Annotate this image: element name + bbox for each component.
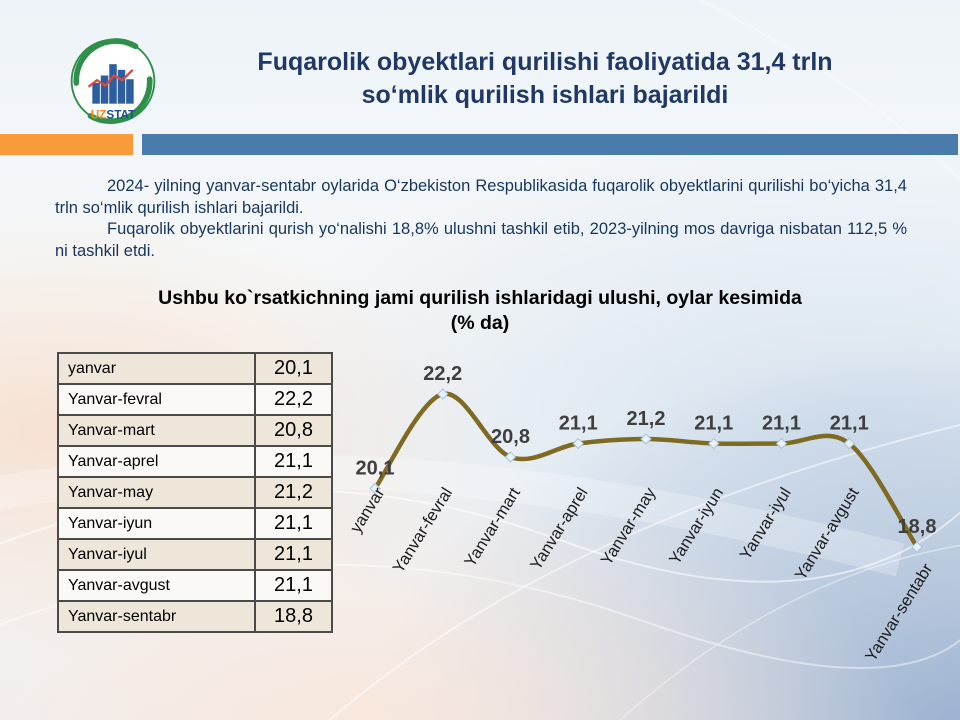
data-label: 20,8 [491, 426, 530, 448]
logo-trend-line [87, 69, 134, 88]
intro-paragraph-1: 2024- yilning yanvar-sentabr oylarida O‘… [55, 177, 907, 217]
axis-label: Yanvar-sentabr [862, 560, 937, 665]
axis-label: Yanvar-may [598, 484, 660, 569]
axis-label: Yanvar-iyul [737, 485, 795, 563]
logo-wordmark: UZSTAT [91, 109, 136, 122]
axis-label: Yanvar-aprel [527, 485, 592, 574]
logo-swoosh-bottom [87, 76, 153, 125]
chart-heading-line-1: Ushbu ko`rsatkichning jami qurilish ishl… [158, 287, 802, 309]
data-point-marker [572, 437, 584, 450]
month-label-cell: Yanvar-fevral [57, 383, 256, 416]
intro-text: 2024- yilning yanvar-sentabr oylarida O‘… [55, 176, 907, 262]
month-label-cell: Yanvar-aprel [57, 445, 256, 478]
axis-label: Yanvar-iyun [666, 485, 727, 568]
data-point-marker [911, 541, 923, 553]
data-point-marker [369, 482, 381, 495]
axis-label: Yanvar-fevral [390, 485, 457, 577]
data-label: 21,2 [627, 408, 666, 430]
title-line-1: Fuqarolik obyektlari qurilishi faoliyati… [257, 48, 833, 76]
table-row: Yanvar-iyun 21,1 [57, 507, 333, 540]
months-table: yanvar 20,1 Yanvar-fevral 22,2 Yanvar-mart 20… [57, 352, 333, 633]
title-line-2: so‘mlik qurilish ishlari bajarildi [361, 81, 729, 109]
month-label-cell: Yanvar-mart [57, 414, 256, 447]
month-value-cell: 21,1 [254, 538, 333, 571]
data-point-marker [843, 437, 855, 450]
data-label: 21,1 [762, 413, 801, 435]
chart-heading-line-2: (% da) [450, 312, 510, 334]
table-row: Yanvar-avgust 21,1 [57, 569, 333, 602]
month-value-cell: 20,8 [254, 414, 333, 447]
data-label: 22,2 [423, 363, 462, 385]
month-label-cell: Yanvar-sentabr [57, 600, 256, 633]
data-label: 18,8 [898, 516, 937, 538]
chart-heading: Ushbu ko`rsatkichning jami qurilish ishl… [0, 286, 960, 336]
table-row: Yanvar-mart 20,8 [57, 414, 333, 447]
accent-bar-orange [0, 134, 133, 155]
data-point-marker [640, 433, 652, 445]
axis-label: yanvar [347, 484, 389, 536]
table-row: Yanvar-iyul 21,1 [57, 538, 333, 571]
table-row: Yanvar-may 21,2 [57, 476, 333, 509]
data-label: 20,1 [356, 458, 395, 480]
data-point-marker [437, 388, 449, 400]
logo-swoosh-top [73, 38, 139, 86]
month-value-cell: 21,2 [254, 476, 333, 509]
month-label-cell: Yanvar-iyul [57, 538, 256, 571]
data-point-marker [504, 451, 517, 463]
uzstat-logo: UZSTAT [70, 38, 156, 125]
months-table-body: yanvar 20,1 Yanvar-fevral 22,2 Yanvar-mart 20… [57, 352, 333, 633]
data-label: 21,1 [559, 413, 598, 435]
table-row: yanvar 20,1 [57, 352, 333, 385]
logo-bars [92, 64, 134, 104]
month-label-cell: Yanvar-iyun [57, 507, 256, 540]
data-label: 21,1 [694, 413, 733, 435]
month-value-cell: 18,8 [254, 600, 333, 633]
month-label-cell: yanvar [57, 352, 256, 385]
data-point-marker [775, 437, 788, 450]
month-label-cell: Yanvar-may [57, 476, 256, 509]
data-point-marker [708, 437, 720, 450]
month-value-cell: 21,1 [254, 507, 333, 540]
month-value-cell: 22,2 [254, 383, 333, 416]
table-row: Yanvar-fevral 22,2 [57, 383, 333, 416]
month-label-cell: Yanvar-avgust [57, 569, 256, 602]
axis-label: Yanvar-avgust [792, 484, 863, 583]
month-value-cell: 21,1 [254, 569, 333, 602]
month-value-cell: 20,1 [254, 352, 333, 385]
data-label: 21,1 [830, 413, 869, 435]
month-value-cell: 21,1 [254, 445, 333, 478]
line-chart: 20,1 yanvar 22,2 Yanvar-fevral 20,8 Yanvar-ma… [347, 363, 937, 665]
accent-bar-blue [142, 134, 958, 155]
intro-paragraph-2: Fuqarolik obyektlarini qurish yo‘nalishi… [55, 220, 907, 260]
axis-label: Yanvar-mart [461, 484, 524, 570]
table-row: Yanvar-aprel 21,1 [57, 445, 333, 478]
table-row: Yanvar-sentabr 18,8 [57, 600, 333, 633]
slide-title: Fuqarolik obyektlari qurilishi faoliyati… [140, 46, 950, 112]
